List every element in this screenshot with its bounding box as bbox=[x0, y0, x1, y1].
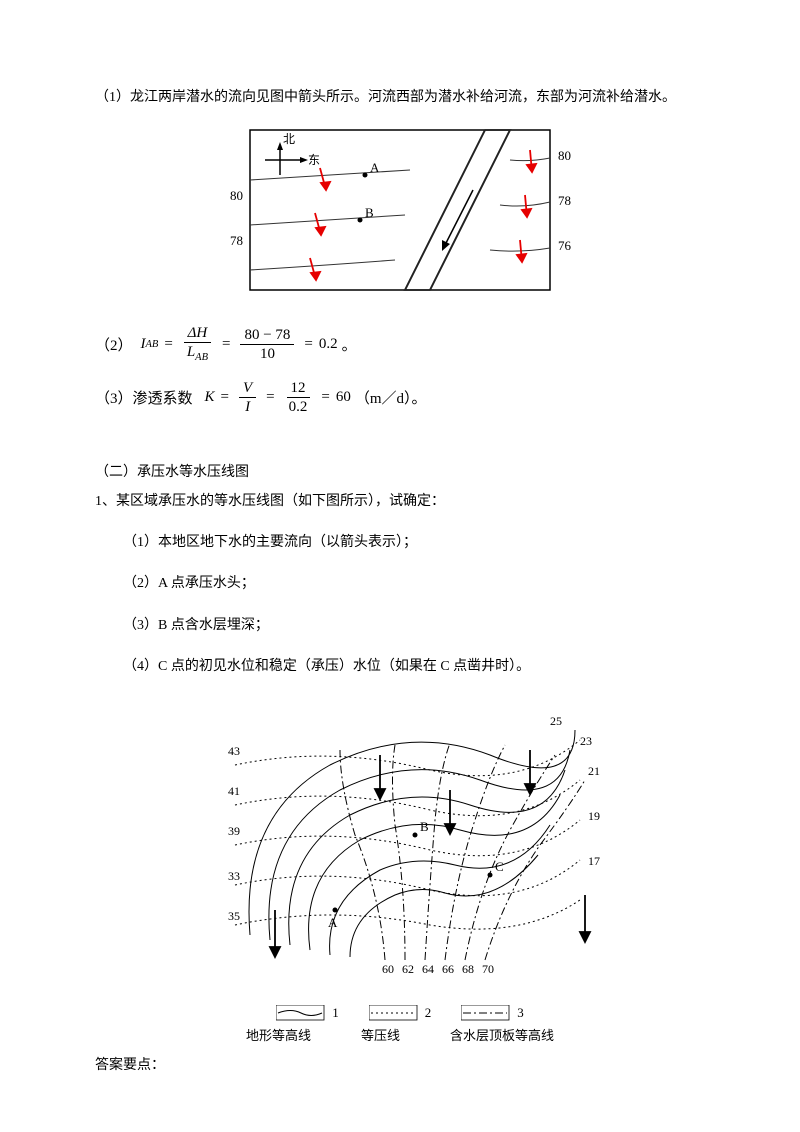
svg-text:60: 60 bbox=[382, 962, 394, 976]
figure-1: 北 东 A B 80 78 bbox=[210, 120, 590, 310]
east-label: 东 bbox=[308, 153, 320, 167]
svg-text:23: 23 bbox=[580, 734, 592, 748]
answer-label: 答案要点： bbox=[95, 1054, 705, 1074]
left-label-80: 80 bbox=[230, 188, 243, 203]
right-label-78: 78 bbox=[558, 193, 571, 208]
equation-1: （2） IAB = ΔHLAB = 80 − 7810 = 0.2 。 bbox=[95, 324, 705, 365]
f2-point-b: B bbox=[420, 819, 429, 834]
svg-text:66: 66 bbox=[442, 962, 454, 976]
svg-text:39: 39 bbox=[228, 824, 240, 838]
legend-labels: 地形等高线 等压线 含水层顶板等高线 bbox=[95, 1025, 705, 1044]
s2-item-3: （3）B 点含水层埋深； bbox=[95, 613, 705, 638]
svg-text:68: 68 bbox=[462, 962, 474, 976]
right-label-76: 76 bbox=[558, 238, 572, 253]
section2-heading: （二）承压水等水压线图 bbox=[95, 460, 705, 485]
f2-point-a: A bbox=[328, 915, 338, 930]
figure-2: A B C 43 41 39 33 35 25 23 21 19 17 60 6… bbox=[180, 695, 620, 995]
legend-row: 1 2 3 bbox=[95, 1005, 705, 1021]
point-b-label: B bbox=[365, 205, 374, 220]
north-label: 北 bbox=[283, 132, 295, 146]
svg-text:19: 19 bbox=[588, 809, 600, 823]
svg-text:62: 62 bbox=[402, 962, 414, 976]
svg-text:33: 33 bbox=[228, 869, 240, 883]
f2-point-c: C bbox=[495, 859, 504, 874]
equation-2: （3）渗透系数 K = VI = 120.2 = 60 （m／d）。 bbox=[95, 379, 705, 416]
svg-text:41: 41 bbox=[228, 784, 240, 798]
svg-text:70: 70 bbox=[482, 962, 494, 976]
svg-text:21: 21 bbox=[588, 764, 600, 778]
legend-1: 1 bbox=[276, 1005, 339, 1021]
s2-item-2: （2）A 点承压水头； bbox=[95, 571, 705, 596]
svg-text:64: 64 bbox=[422, 962, 434, 976]
s2-item-1: （1）本地区地下水的主要流向（以箭头表示）； bbox=[95, 530, 705, 555]
right-label-80: 80 bbox=[558, 148, 571, 163]
q1-text: （1）龙江两岸潜水的流向见图中箭头所示。河流西部为潜水补给河流，东部为河流补给潜… bbox=[95, 85, 705, 110]
point-a-label: A bbox=[370, 160, 380, 175]
legend-2: 2 bbox=[369, 1005, 432, 1021]
legend-3: 3 bbox=[461, 1005, 524, 1021]
section2-intro: 1、某区域承压水的等水压线图（如下图所示），试确定： bbox=[95, 489, 705, 514]
s2-item-4: （4）C 点的初见水位和稳定（承压）水位（如果在 C 点凿井时）。 bbox=[95, 654, 705, 679]
svg-text:17: 17 bbox=[588, 854, 600, 868]
svg-text:25: 25 bbox=[550, 714, 562, 728]
left-label-78: 78 bbox=[230, 233, 243, 248]
svg-text:35: 35 bbox=[228, 909, 240, 923]
svg-text:43: 43 bbox=[228, 744, 240, 758]
